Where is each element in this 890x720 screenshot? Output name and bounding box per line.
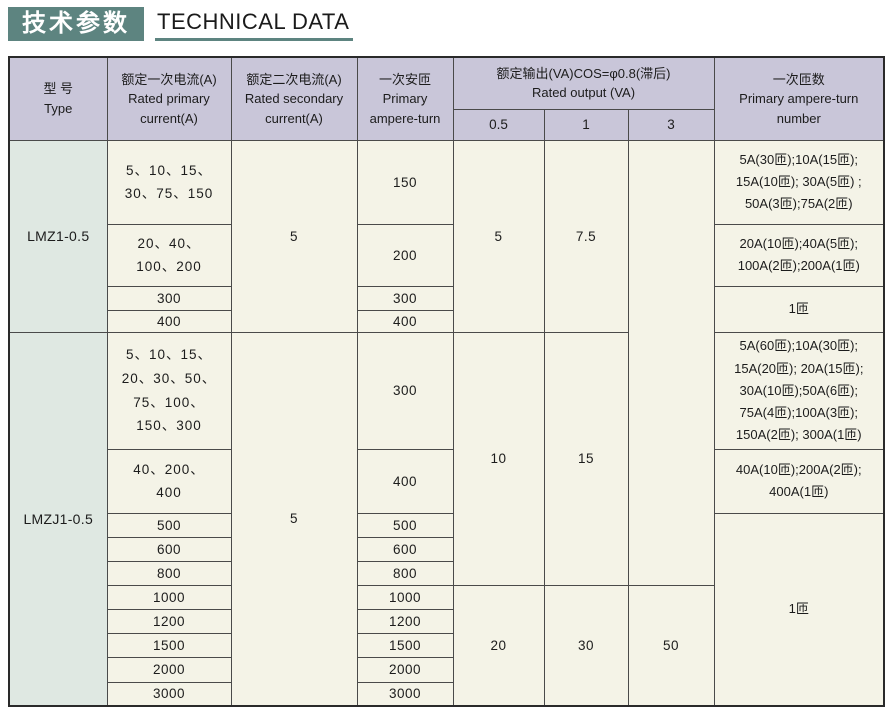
header-output-3: 3 [627,108,715,141]
ampere-turn-cell: 200 [356,223,454,287]
output-1-cell: 30 [543,584,629,707]
header-type: 型 号 Type [8,56,108,141]
primary-current-cell: 600 [106,536,232,562]
header-output-1: 1 [543,108,629,141]
primary-current-cell: 300 [106,285,232,311]
primary-turns-cell: 5A(30匝);10A(15匝); 15A(10匝); 30A(5匝) ; 50… [713,139,885,225]
output-1-cell: 7.5 [543,139,629,333]
primary-current-cell: 400 [106,309,232,333]
ampere-turn-cell: 1000 [356,584,454,610]
output-0-5-cell: 10 [452,331,545,586]
secondary-current-cell: 5 [230,139,358,333]
ampere-turn-cell: 150 [356,139,454,225]
header-primary-current: 额定一次电流(A) Rated primary current(A) [106,56,232,141]
output-0-5-cell: 20 [452,584,545,707]
output-1-cell: 15 [543,331,629,586]
primary-current-cell: 3000 [106,681,232,707]
primary-turns-cell: 40A(10匝);200A(2匝); 400A(1匝) [713,448,885,514]
technical-data-table: 型 号 Type 额定一次电流(A) Rated primary current… [8,56,886,708]
output-3-cell-empty [627,139,715,586]
ampere-turn-cell: 400 [356,309,454,333]
primary-current-cell: 1500 [106,632,232,658]
primary-current-cell: 2000 [106,656,232,683]
primary-current-cell: 1200 [106,608,232,634]
ampere-turn-cell: 300 [356,285,454,311]
model-cell-lmzj1: LMZJ1-0.5 [8,331,108,707]
title-en: TECHNICAL DATA [155,9,354,42]
primary-current-cell: 500 [106,512,232,538]
ampere-turn-cell: 800 [356,560,454,586]
primary-current-cell: 20、40、 100、200 [106,223,232,287]
ampere-turn-cell: 600 [356,536,454,562]
header-secondary-current: 额定二次电流(A) Rated secondary current(A) [230,56,358,141]
primary-turns-cell: 5A(60匝);10A(30匝); 15A(20匝); 20A(15匝); 30… [713,331,885,450]
header-primary-turns: 一次匝数 Primary ampere-turn number [713,56,885,141]
ampere-turn-cell: 300 [356,331,454,450]
ampere-turn-cell: 1500 [356,632,454,658]
header-rated-output: 额定输出(VA)COS=φ0.8(滞后) Rated output (VA) [452,56,715,110]
primary-turns-cell: 1匝 [713,512,885,707]
output-3-cell: 50 [627,584,715,707]
primary-turns-cell: 1匝 [713,285,885,333]
output-0-5-cell: 5 [452,139,545,333]
primary-current-cell: 5、10、15、 30、75、150 [106,139,232,225]
secondary-current-cell: 5 [230,331,358,707]
model-cell-lmz1: LMZ1-0.5 [8,139,108,333]
ampere-turn-cell: 400 [356,448,454,514]
header-output-0-5: 0.5 [452,108,545,141]
ampere-turn-cell: 500 [356,512,454,538]
primary-current-cell: 1000 [106,584,232,610]
primary-current-cell: 5、10、15、 20、30、50、 75、100、 150、300 [106,331,232,450]
page-title: 技术参数 TECHNICAL DATA [8,7,883,42]
primary-turns-cell: 20A(10匝);40A(5匝); 100A(2匝);200A(1匝) [713,223,885,287]
primary-current-cell: 40、200、 400 [106,448,232,514]
ampere-turn-cell: 3000 [356,681,454,707]
title-zh-box: 技术参数 [8,7,144,42]
primary-current-cell: 800 [106,560,232,586]
header-ampere-turn: 一次安匝 Primary ampere-turn [356,56,454,141]
ampere-turn-cell: 2000 [356,656,454,683]
ampere-turn-cell: 1200 [356,608,454,634]
